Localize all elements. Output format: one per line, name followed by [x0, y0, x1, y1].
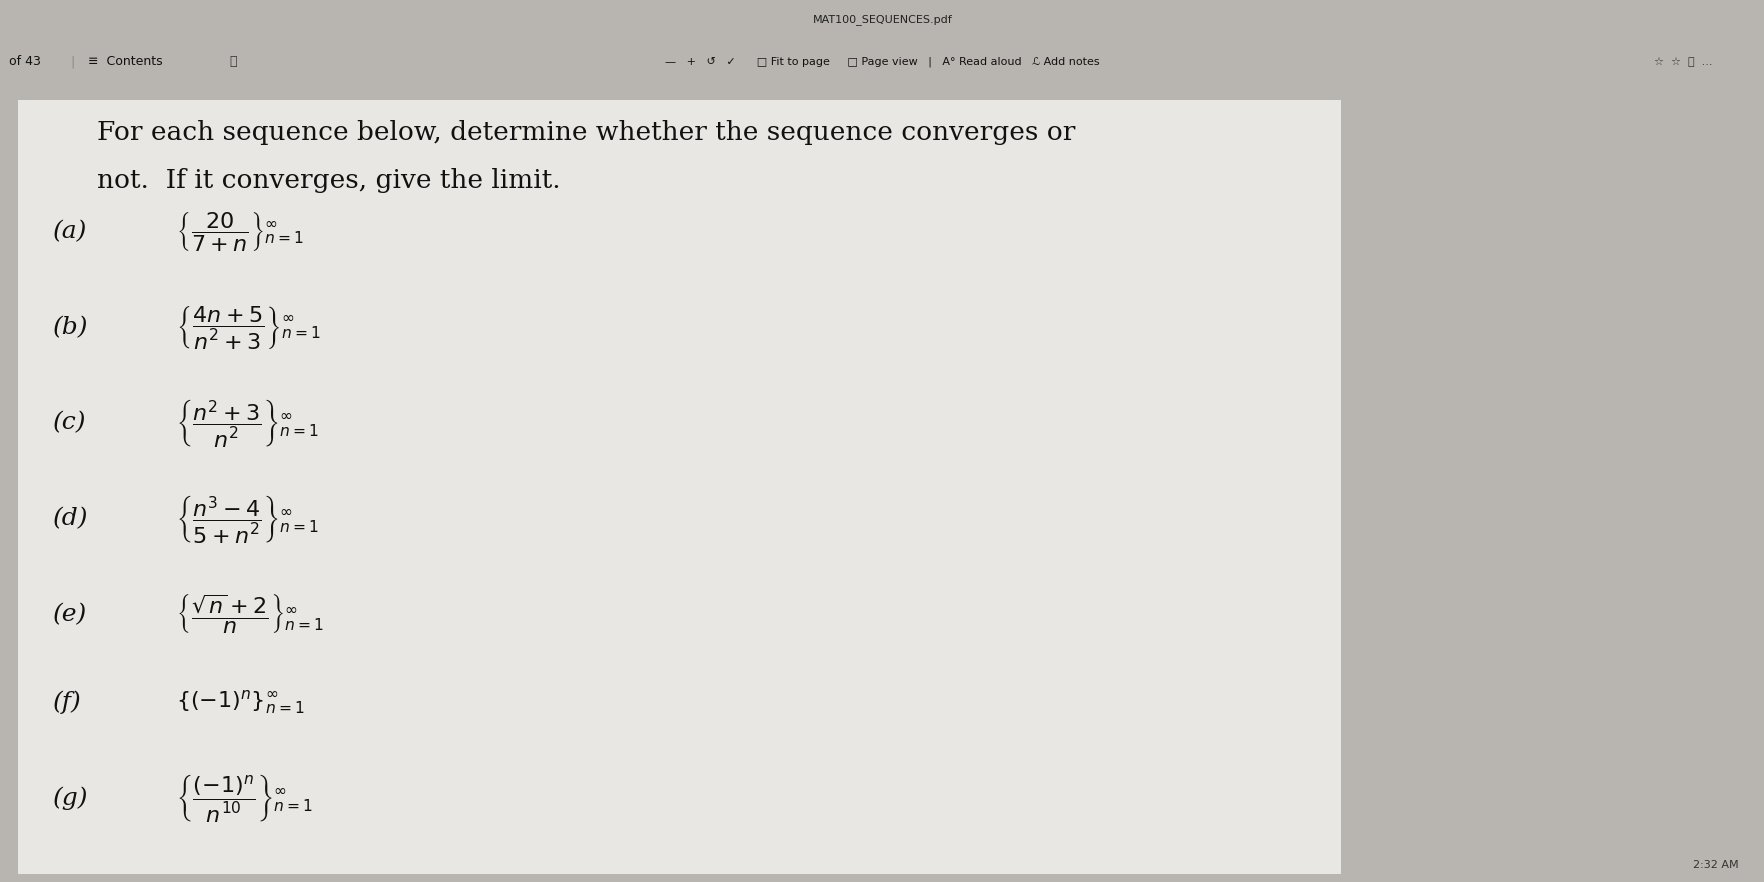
Text: $\{(-1)^n\}_{n=1}^{\infty}$: $\{(-1)^n\}_{n=1}^{\infty}$ — [176, 689, 305, 716]
FancyBboxPatch shape — [18, 100, 1341, 874]
Text: |: | — [71, 56, 74, 68]
Text: ☆  ☆  🔗  ...: ☆ ☆ 🔗 ... — [1653, 56, 1711, 67]
Text: (g): (g) — [53, 787, 88, 810]
Text: (f): (f) — [53, 691, 81, 714]
Text: (a): (a) — [53, 220, 86, 243]
Text: of 43: of 43 — [9, 56, 41, 68]
Text: not.  If it converges, give the limit.: not. If it converges, give the limit. — [97, 168, 561, 192]
Text: $\left\{\dfrac{\sqrt{n}+2}{n}\right\}_{n=1}^{\infty}$: $\left\{\dfrac{\sqrt{n}+2}{n}\right\}_{n… — [176, 593, 325, 636]
Text: 🔍: 🔍 — [229, 56, 236, 68]
Text: $\left\{\dfrac{20}{7+n}\right\}_{n=1}^{\infty}$: $\left\{\dfrac{20}{7+n}\right\}_{n=1}^{\… — [176, 210, 305, 253]
Text: $\left\{\dfrac{(-1)^n}{n^{10}}\right\}_{n=1}^{\infty}$: $\left\{\dfrac{(-1)^n}{n^{10}}\right\}_{… — [176, 772, 314, 824]
Text: $\left\{\dfrac{4n+5}{n^2+3}\right\}_{n=1}^{\infty}$: $\left\{\dfrac{4n+5}{n^2+3}\right\}_{n=1… — [176, 303, 321, 351]
Text: $\left\{\dfrac{n^2+3}{n^2}\right\}_{n=1}^{\infty}$: $\left\{\dfrac{n^2+3}{n^2}\right\}_{n=1}… — [176, 397, 319, 449]
Text: (d): (d) — [53, 507, 88, 530]
Text: For each sequence below, determine whether the sequence converges or: For each sequence below, determine wheth… — [97, 120, 1074, 145]
Text: (b): (b) — [53, 316, 88, 339]
Text: (e): (e) — [53, 603, 86, 626]
Text: MAT100_SEQUENCES.pdf: MAT100_SEQUENCES.pdf — [811, 14, 953, 26]
Text: ≡  Contents: ≡ Contents — [88, 56, 162, 68]
Text: 2:32 AM: 2:32 AM — [1692, 860, 1738, 870]
Text: (c): (c) — [53, 412, 86, 435]
Text: $\left\{\dfrac{n^3-4}{5+n^2}\right\}_{n=1}^{\infty}$: $\left\{\dfrac{n^3-4}{5+n^2}\right\}_{n=… — [176, 493, 319, 545]
Text: —   +   ↺   ✓      □ Fit to page     □ Page view   |   A° Read aloud   ℒ Add not: — + ↺ ✓ □ Fit to page □ Page view | A° R… — [665, 56, 1099, 67]
